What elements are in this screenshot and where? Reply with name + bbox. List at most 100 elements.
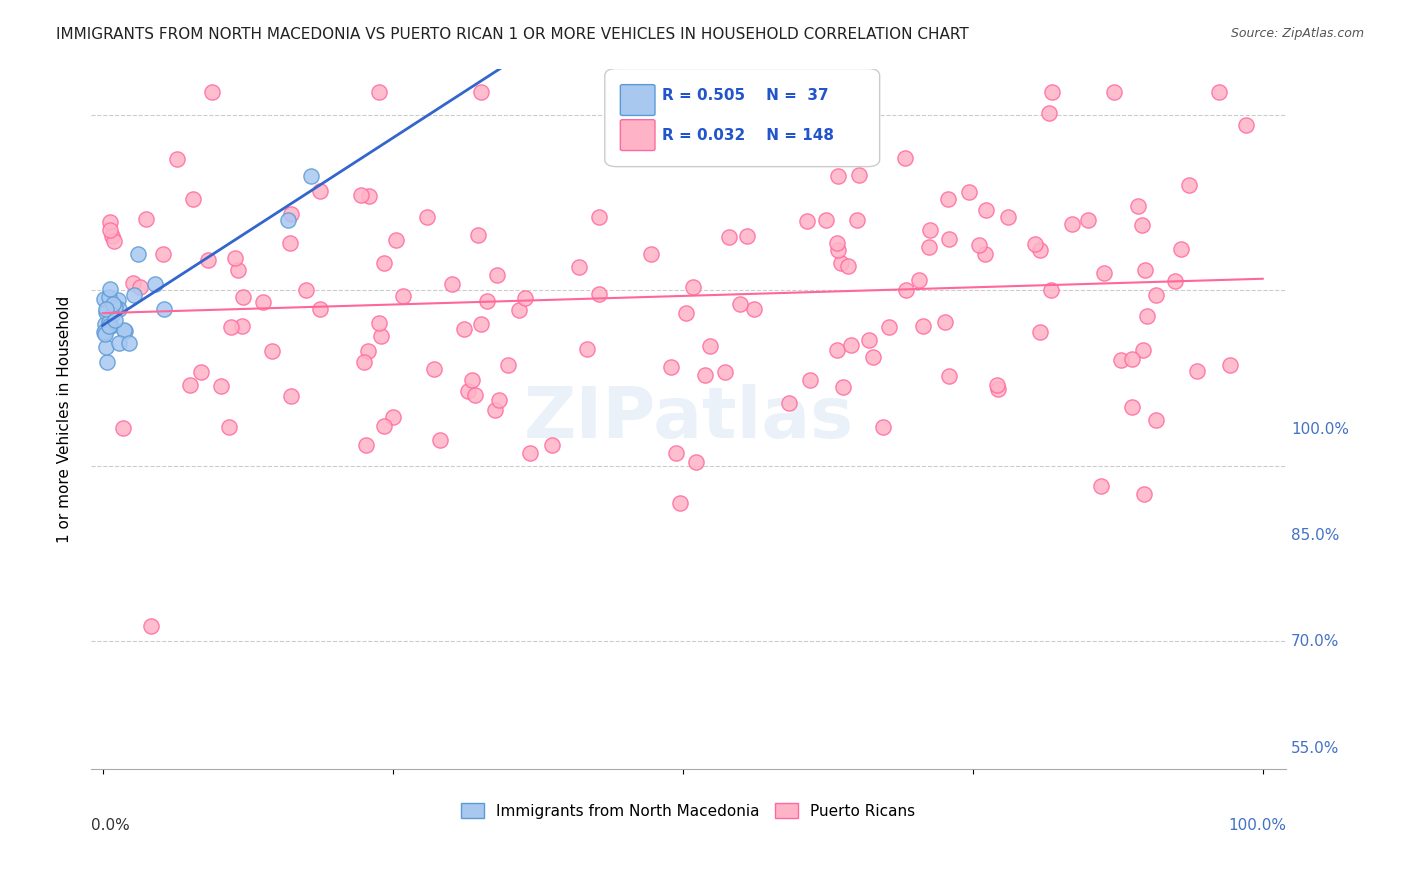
Text: 100.0%: 100.0% [1227,818,1286,833]
Point [796,214,818,228]
Point [94,326,117,341]
Point [299,169,322,183]
Point [94,340,117,354]
Point [457,384,479,398]
Point [1144,288,1167,302]
Point [1130,219,1153,233]
Point [907,273,929,287]
Point [381,409,404,424]
Point [93,325,115,339]
Point [735,229,758,244]
Point [1038,105,1060,120]
Point [107,293,129,307]
Point [815,212,838,227]
Point [384,233,406,247]
Point [391,289,413,303]
Point [848,168,870,182]
Point [1132,487,1154,501]
Point [1185,364,1208,378]
Point [373,419,395,434]
Point [1028,326,1050,340]
Point [100,319,122,334]
Point [485,268,508,282]
Point [841,338,863,352]
Point [97,318,120,333]
Point [1039,283,1062,297]
Y-axis label: 1 or more Vehicles in Household: 1 or more Vehicles in Household [58,295,72,542]
Point [541,438,564,452]
Point [515,291,537,305]
Point [294,284,316,298]
Text: Source: ZipAtlas.com: Source: ZipAtlas.com [1230,27,1364,40]
Point [209,379,232,393]
Point [100,228,122,243]
Point [232,290,254,304]
Point [1090,479,1112,493]
Point [498,358,520,372]
Point [350,188,373,202]
Point [166,153,188,167]
Point [139,618,162,632]
Point [107,301,129,316]
Point [135,212,157,227]
Point [1109,353,1132,368]
Point [1208,85,1230,99]
Point [464,388,486,402]
Point [986,378,1008,392]
Point [827,244,849,258]
Point [1164,274,1187,288]
Point [277,213,299,227]
Point [224,251,246,265]
Point [1029,243,1052,257]
FancyBboxPatch shape [620,120,655,151]
Point [260,343,283,358]
Point [353,355,375,369]
Text: R = 0.505    N =  37: R = 0.505 N = 37 [662,87,828,103]
Point [94,305,117,319]
Point [1060,217,1083,231]
Point [101,308,124,322]
Point [467,228,489,243]
Point [197,252,219,267]
Point [997,210,1019,224]
Point [226,262,249,277]
Point [429,433,451,447]
Point [103,235,125,249]
Point [368,86,391,100]
Point [96,301,118,316]
Point [231,318,253,333]
FancyBboxPatch shape [620,85,655,115]
Point [894,283,917,297]
Point [111,421,134,435]
Point [152,302,174,317]
Text: ZIPatlas: ZIPatlas [523,384,853,453]
Point [108,335,131,350]
Point [1077,213,1099,227]
Point [96,355,118,369]
Point [309,302,332,317]
Point [100,282,122,296]
Point [699,339,721,353]
Point [143,277,166,291]
Point [508,303,530,318]
Point [976,202,998,217]
Point [1219,358,1241,372]
Point [1102,85,1125,99]
Point [974,247,997,261]
Point [1178,178,1201,192]
Point [122,276,145,290]
Point [415,210,437,224]
Point [127,246,149,260]
Point [713,365,735,379]
Point [728,297,751,311]
Point [682,280,704,294]
Point [693,368,716,382]
Point [94,324,117,338]
Point [97,315,120,329]
Point [825,343,848,357]
Point [742,302,765,317]
Point [845,212,868,227]
Point [686,133,709,147]
Point [872,419,894,434]
Point [659,359,682,374]
